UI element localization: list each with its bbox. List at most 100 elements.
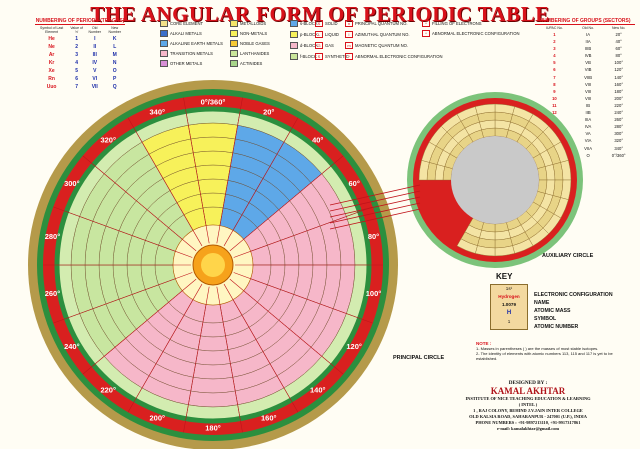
legend-category-label: LANTHANIDES xyxy=(240,51,270,56)
groups-col-new: New No. xyxy=(611,26,626,30)
legend-abnormal: * ABNORMAL ELECTRONIC CONFIGURATION xyxy=(422,30,519,37)
period-cell: Q xyxy=(112,84,117,90)
legend-state: S SOLID xyxy=(315,20,338,27)
group-cell: 60° xyxy=(615,46,622,52)
periods-col-new: New Number xyxy=(108,26,121,34)
group-cell: 6 xyxy=(553,67,556,73)
group-row: 12 IIB 240° xyxy=(535,109,635,116)
legend-category-label: NOBLE GASES xyxy=(240,41,270,46)
period-cell: Xe xyxy=(48,68,55,74)
group-cell: 140° xyxy=(614,74,624,80)
sector-angle-label: 340° xyxy=(149,107,165,116)
legend-category-swatch xyxy=(160,60,168,67)
connector-line xyxy=(329,190,421,212)
group-row: 4 IVB 80° xyxy=(535,52,635,59)
group-cell: 0°/360° xyxy=(611,152,626,158)
period-row: Xe 5 V O xyxy=(35,67,125,75)
legend-category-label: NON-METALS xyxy=(240,31,268,36)
legend-category-label: ALKALINE EARTH METALS xyxy=(170,41,223,46)
sector-angle-label: 300° xyxy=(64,179,80,188)
institute-abbr: ( INTEL ) xyxy=(518,402,538,407)
period-cell: P xyxy=(113,76,117,82)
group-cell: 8 xyxy=(553,81,556,87)
legend-state-code: S xyxy=(315,20,323,27)
period-cell: O xyxy=(112,68,117,74)
period-cell: He xyxy=(48,36,55,42)
legend-state: L LIQUID xyxy=(315,31,339,38)
group-cell: 3 xyxy=(553,46,556,52)
legend-filling: * FILLING OF ELECTRONS xyxy=(422,20,482,27)
legend-category-swatch xyxy=(160,20,168,27)
period-cell: IV xyxy=(92,60,98,66)
sector-divider xyxy=(53,206,193,258)
sector-divider xyxy=(223,283,299,413)
sector-angle-label: 320° xyxy=(100,136,116,145)
legend-category: ALKALINE EARTH METALS xyxy=(160,40,223,47)
periods-heading: NUMBERING OF PERIODS (TRACKS) xyxy=(35,18,125,25)
periods-col-n: Value of 'n' xyxy=(70,26,83,34)
note-item-1: 1- Masses in parentheses ( ) are the mas… xyxy=(476,346,599,351)
sector-divider xyxy=(82,278,197,375)
sector-angle-label: 60° xyxy=(348,179,359,188)
period-cell: Kr xyxy=(48,60,55,66)
group-row: 9 VIII 180° xyxy=(535,88,635,95)
legend-category-swatch xyxy=(230,20,238,27)
group-cell: 7 xyxy=(553,74,556,80)
groups-col-iupac: IUPAC No. xyxy=(545,26,563,30)
legend-state-code: S xyxy=(315,53,323,60)
period-cell: Ar xyxy=(48,52,55,58)
key-label-mass: ATOMIC MASS xyxy=(534,308,571,314)
legend-category: METALLOIDS xyxy=(230,20,266,27)
note-title: NOTE : xyxy=(476,341,492,346)
legend-block-swatch xyxy=(290,42,298,49)
group-cell: IIIA xyxy=(584,117,592,123)
group-row: 10 VIII 200° xyxy=(535,95,635,102)
group-cell: VIII xyxy=(584,95,592,101)
legend-state-label: SYNTHETIC xyxy=(325,54,349,59)
connector-line xyxy=(329,208,421,230)
group-cell: VIII xyxy=(584,81,592,87)
key-example-symbol: H xyxy=(506,310,512,316)
element-cell xyxy=(197,335,229,352)
key-example-name: Hydrogen xyxy=(498,294,520,299)
legend-block: d-BLOCK xyxy=(290,42,318,49)
legend-state-label: GAS xyxy=(325,43,334,48)
group-cell: IVB xyxy=(584,53,592,59)
legend-category-label: OTHER METALS xyxy=(170,61,203,66)
group-cell: 180° xyxy=(614,88,624,94)
period-cell: VI xyxy=(92,76,98,82)
legend-category-swatch xyxy=(160,30,168,37)
aux-core xyxy=(451,136,539,224)
period-cell: 4 xyxy=(75,60,79,66)
legend-quantum-label: AZIMUTHAL QUANTUM NO. xyxy=(355,32,410,37)
sector-angle-label: 0°/360° xyxy=(201,98,226,107)
legend-state-label: SOLID xyxy=(325,21,338,26)
group-cell: 10 xyxy=(552,95,557,101)
sector-angle-label: 260° xyxy=(45,289,61,298)
legend: CORE ELEMENT ALKALI METALS ALKALINE EARTH … xyxy=(160,20,530,76)
sector-divider xyxy=(53,272,193,324)
phone-numbers: PHONE NUMBERS : +91-9897213110, +91-9917… xyxy=(475,420,581,425)
legend-filling-label: FILLING OF ELECTRONS xyxy=(432,21,482,26)
sector-divider xyxy=(229,155,344,252)
sector-angle-label: 240° xyxy=(64,342,80,351)
group-cell: 160° xyxy=(614,81,624,87)
sector-divider xyxy=(229,278,344,375)
period-cell: M xyxy=(112,52,117,58)
sector-divider xyxy=(216,97,243,244)
group-cell: O xyxy=(586,152,590,158)
key-example-number: 1 xyxy=(507,319,511,324)
group-cell: 260° xyxy=(614,117,624,123)
group-row: 6 VIB 120° xyxy=(535,66,635,73)
key-example-box: 1s¹ Hydrogen 1.0079 H 1 xyxy=(490,284,528,330)
group-cell: VIII xyxy=(584,88,592,94)
legend-state-label: LIQUID xyxy=(325,32,339,37)
author-name: KAMAL AKHTAR xyxy=(490,386,566,396)
groups-table: NUMBERING OF GROUPS (SECTORS) IUPAC No. … xyxy=(535,18,635,159)
group-cell: 280° xyxy=(614,124,624,130)
legend-block: f-BLOCK xyxy=(290,53,317,60)
sector-divider xyxy=(183,286,210,433)
element-cell xyxy=(192,363,234,380)
legend-category-label: ACTINIDES xyxy=(240,61,263,66)
